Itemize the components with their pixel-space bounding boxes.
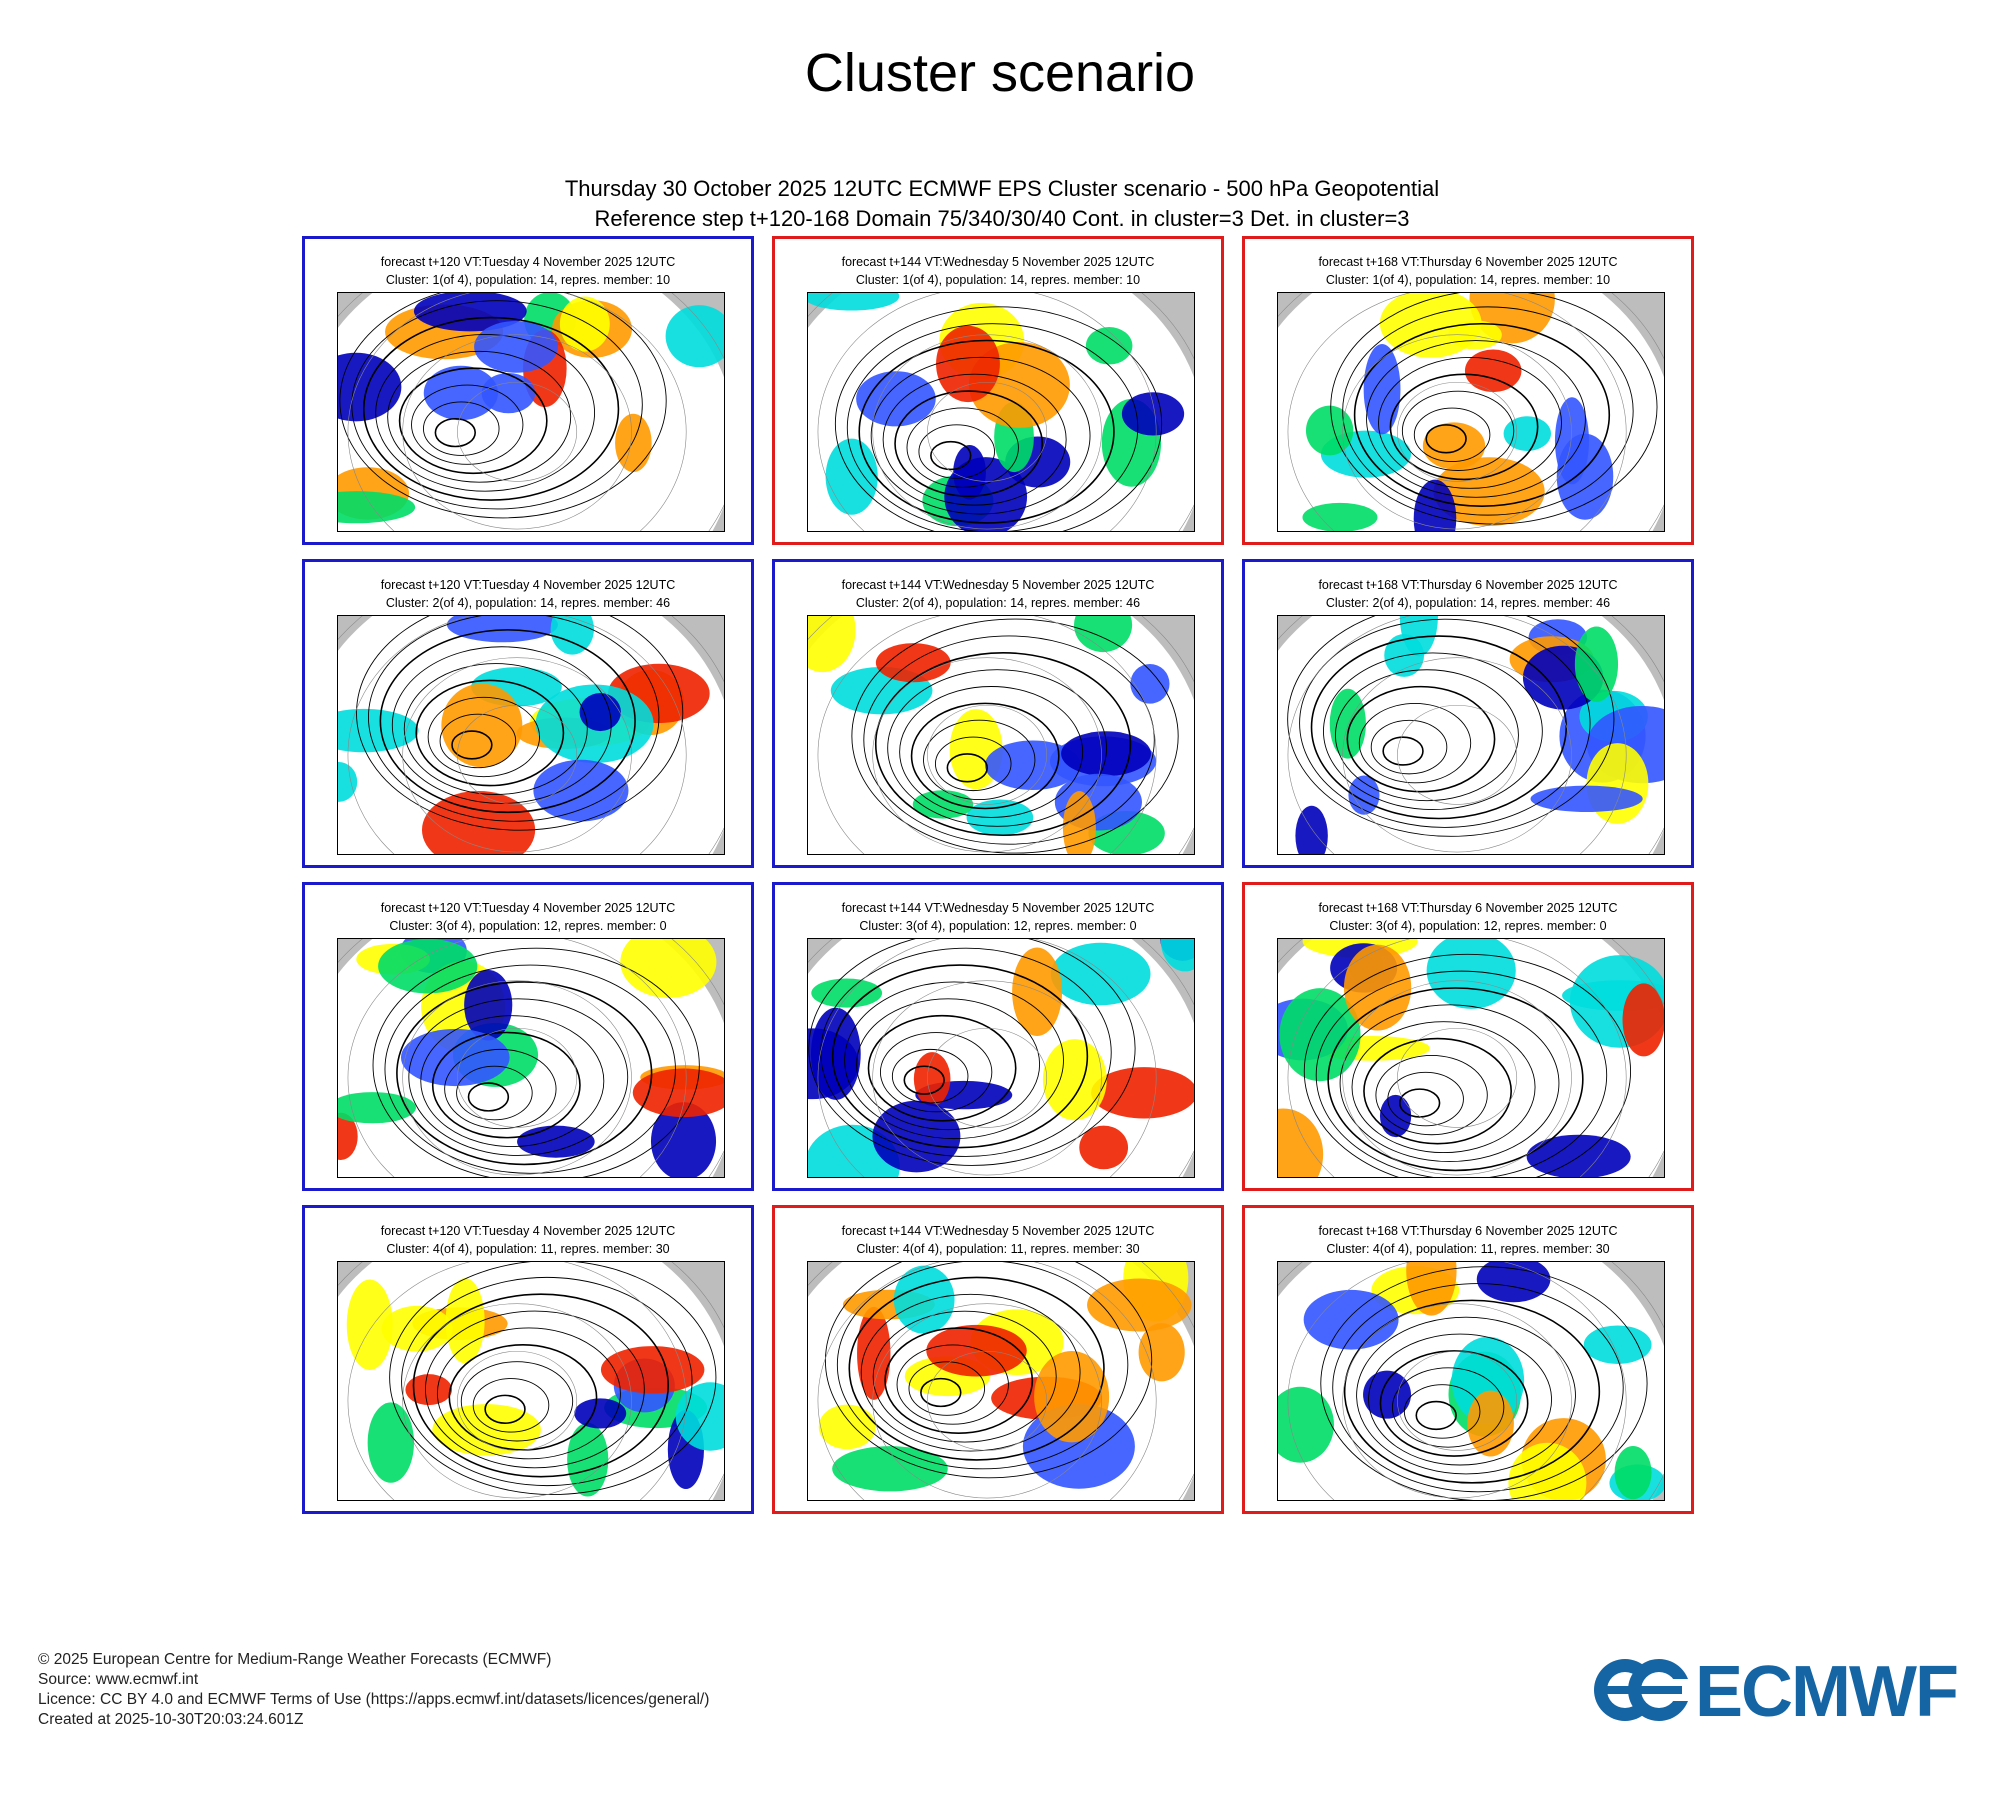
geopotential-map xyxy=(337,1261,725,1501)
geopotential-map xyxy=(1277,292,1665,532)
panel-title: forecast t+168 VT:Thursday 6 November 20… xyxy=(1318,255,1618,269)
created-text: Created at 2025-10-30T20:03:24.601Z xyxy=(38,1711,304,1728)
panel-subtitle: Cluster: 2(of 4), population: 14, repres… xyxy=(1325,596,1611,610)
ecmwf-logo[interactable]: ECMWF xyxy=(1592,1652,1962,1732)
licence-text[interactable]: Licence: CC BY 4.0 and ECMWF Terms of Us… xyxy=(38,1691,710,1708)
chart-subtitle-line1: Thursday 30 October 2025 12UTC ECMWF EPS… xyxy=(564,176,1440,201)
panel-title: forecast t+144 VT:Wednesday 5 November 2… xyxy=(841,578,1155,592)
panel-subtitle: Cluster: 4(of 4), population: 11, repres… xyxy=(386,1242,670,1256)
panel-subtitle: Cluster: 4(of 4), population: 11, repres… xyxy=(1326,1242,1610,1256)
panel-title: forecast t+120 VT:Tuesday 4 November 202… xyxy=(380,1224,676,1238)
panel-title: forecast t+120 VT:Tuesday 4 November 202… xyxy=(380,255,676,269)
map-field-graphic xyxy=(338,939,724,1177)
panel-subtitle: Cluster: 3(of 4), population: 12, repres… xyxy=(859,919,1137,933)
panel-title: forecast t+168 VT:Thursday 6 November 20… xyxy=(1318,578,1618,592)
cluster-panel[interactable]: forecast t+120 VT:Tuesday 4 November 202… xyxy=(302,236,754,545)
panel-title: forecast t+120 VT:Tuesday 4 November 202… xyxy=(380,578,676,592)
panel-title: forecast t+168 VT:Thursday 6 November 20… xyxy=(1318,1224,1618,1238)
panel-subtitle: Cluster: 3(of 4), population: 12, repres… xyxy=(389,919,667,933)
geopotential-map xyxy=(1277,1261,1665,1501)
source-text[interactable]: Source: www.ecmwf.int xyxy=(38,1671,199,1688)
footer: © 2025 European Centre for Medium-Range … xyxy=(38,1650,709,1730)
panel-title: forecast t+144 VT:Wednesday 5 November 2… xyxy=(841,901,1155,915)
geopotential-map xyxy=(807,292,1195,532)
panel-subtitle: Cluster: 3(of 4), population: 12, repres… xyxy=(1329,919,1607,933)
panel-subtitle: Cluster: 1(of 4), population: 14, repres… xyxy=(1325,273,1611,287)
map-field-graphic xyxy=(808,616,1194,854)
map-field-graphic xyxy=(338,1262,724,1500)
map-field-graphic xyxy=(1278,616,1664,854)
panel-title: forecast t+144 VT:Wednesday 5 November 2… xyxy=(841,1224,1155,1238)
cluster-panel[interactable]: forecast t+144 VT:Wednesday 5 November 2… xyxy=(772,1205,1224,1514)
geopotential-map xyxy=(337,615,725,855)
map-field-graphic xyxy=(1278,293,1664,531)
cluster-panel[interactable]: forecast t+144 VT:Wednesday 5 November 2… xyxy=(772,236,1224,545)
panel-subtitle: Cluster: 1(of 4), population: 14, repres… xyxy=(855,273,1141,287)
geopotential-map xyxy=(337,938,725,1178)
map-field-graphic xyxy=(808,293,1194,531)
map-field-graphic xyxy=(808,939,1194,1177)
cluster-panel[interactable]: forecast t+168 VT:Thursday 6 November 20… xyxy=(1242,559,1694,868)
cluster-panel[interactable]: forecast t+144 VT:Wednesday 5 November 2… xyxy=(772,559,1224,868)
panel-title: forecast t+120 VT:Tuesday 4 November 202… xyxy=(380,901,676,915)
panel-subtitle: Cluster: 2(of 4), population: 14, repres… xyxy=(855,596,1141,610)
panel-subtitle: Cluster: 2(of 4), population: 14, repres… xyxy=(385,596,671,610)
panel-title: forecast t+168 VT:Thursday 6 November 20… xyxy=(1318,901,1618,915)
geopotential-map xyxy=(337,292,725,532)
panel-subtitle: Cluster: 4(of 4), population: 11, repres… xyxy=(856,1242,1140,1256)
cluster-panel-grid: forecast t+120 VT:Tuesday 4 November 202… xyxy=(302,236,1702,1520)
map-field-graphic xyxy=(808,1262,1194,1500)
ecmwf-logo-icon xyxy=(1594,1659,1692,1721)
copyright-text: © 2025 European Centre for Medium-Range … xyxy=(38,1651,552,1668)
geopotential-map xyxy=(1277,938,1665,1178)
ecmwf-logo-text: ECMWF xyxy=(1695,1652,1959,1732)
cluster-panel[interactable]: forecast t+120 VT:Tuesday 4 November 202… xyxy=(302,559,754,868)
geopotential-map xyxy=(807,938,1195,1178)
map-field-graphic xyxy=(338,293,724,531)
cluster-panel[interactable]: forecast t+168 VT:Thursday 6 November 20… xyxy=(1242,882,1694,1191)
map-field-graphic xyxy=(338,616,724,854)
cluster-panel[interactable]: forecast t+168 VT:Thursday 6 November 20… xyxy=(1242,236,1694,545)
cluster-panel[interactable]: forecast t+120 VT:Tuesday 4 November 202… xyxy=(302,1205,754,1514)
geopotential-map xyxy=(807,1261,1195,1501)
panel-subtitle: Cluster: 1(of 4), population: 14, repres… xyxy=(385,273,671,287)
geopotential-map xyxy=(807,615,1195,855)
cluster-panel[interactable]: forecast t+144 VT:Wednesday 5 November 2… xyxy=(772,882,1224,1191)
chart-subtitle-line2: Reference step t+120-168 Domain 75/340/3… xyxy=(594,206,1410,231)
panel-title: forecast t+144 VT:Wednesday 5 November 2… xyxy=(841,255,1155,269)
geopotential-map xyxy=(1277,615,1665,855)
map-field-graphic xyxy=(1278,1262,1664,1500)
cluster-panel[interactable]: forecast t+120 VT:Tuesday 4 November 202… xyxy=(302,882,754,1191)
map-field-graphic xyxy=(1278,939,1664,1177)
page-title: Cluster scenario xyxy=(804,43,1196,103)
cluster-panel[interactable]: forecast t+168 VT:Thursday 6 November 20… xyxy=(1242,1205,1694,1514)
